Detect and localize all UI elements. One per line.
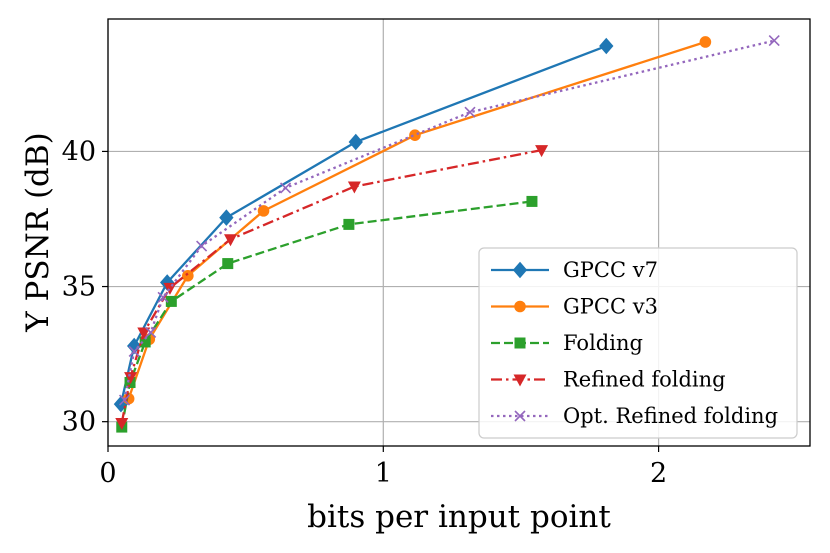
y-tick-label: 35: [62, 272, 96, 303]
data-point: [348, 133, 363, 151]
series-line: [120, 200, 533, 428]
data-point: [182, 269, 194, 282]
data-point-stroke: [157, 291, 169, 303]
data-point-stroke: [768, 35, 780, 47]
data-point: [526, 195, 538, 207]
data-point: [347, 181, 361, 194]
data-point-stroke: [128, 345, 140, 357]
data-point: [126, 337, 142, 355]
data-point: [157, 291, 169, 303]
data-point: [219, 209, 234, 226]
data-point: [128, 345, 140, 357]
plot-frame: [107, 18, 811, 447]
data-point: [196, 240, 208, 252]
legend-entry: GPCC v3: [491, 295, 658, 319]
x-tick-label: 0: [99, 458, 116, 489]
x-axis-label: bits per input point: [307, 499, 611, 535]
series-opt-refined-folding: [118, 35, 780, 406]
legend-marker: [514, 300, 526, 313]
legend-entry: Folding: [491, 331, 643, 355]
data-point-stroke: [196, 240, 208, 252]
data-point: [118, 394, 131, 406]
data-point-stroke: [145, 326, 157, 339]
y-axis-label: Y PSNR (dB): [20, 132, 56, 333]
legend-box: [478, 247, 798, 439]
legend-entry: GPCC v7: [491, 258, 658, 282]
legend-marker: [514, 337, 526, 349]
y-tick-label: 30: [62, 407, 96, 438]
data-point: [535, 145, 549, 158]
x-tick-label: 1: [375, 458, 392, 489]
x-tick-label: 2: [650, 458, 667, 489]
data-point: [699, 36, 712, 48]
data-point: [464, 106, 476, 118]
legend-label: Refined folding: [563, 368, 726, 392]
data-point: [163, 282, 177, 295]
data-point: [224, 234, 238, 247]
data-point: [768, 35, 780, 47]
data-point: [165, 295, 177, 307]
data-point: [145, 326, 157, 339]
series-refined-folding: [115, 145, 549, 431]
legend-entry: Refined folding: [491, 368, 726, 392]
series-layer: [113, 35, 780, 433]
legend-label: GPCC v3: [563, 295, 658, 319]
data-point: [222, 258, 234, 270]
legend-label: GPCC v7: [563, 258, 658, 282]
legend-marker: [514, 410, 526, 422]
series-folding: [116, 195, 538, 433]
data-point: [115, 418, 129, 431]
legend: GPCC v7 GPCC v3 Folding Refined folding Opt.…: [478, 247, 798, 439]
legend-marker: [513, 374, 527, 387]
data-point: [137, 327, 151, 340]
data-point-stroke: [118, 394, 131, 406]
legend-entry: Opt. Refined folding: [491, 404, 778, 428]
data-point: [139, 336, 151, 348]
data-point: [409, 129, 421, 142]
legend-marker-stroke: [514, 410, 526, 422]
data-point-stroke: [279, 182, 292, 194]
data-point: [279, 182, 292, 194]
y-tick-label: 40: [62, 136, 96, 167]
data-point: [343, 218, 355, 230]
data-point: [124, 372, 138, 385]
data-point: [257, 205, 270, 217]
legend-marker: [512, 261, 528, 279]
series-line: [123, 39, 775, 401]
legend-label: Opt. Refined folding: [563, 404, 778, 428]
tick-layer: 0 1 2 30 35 40: [62, 136, 668, 489]
legend-label: Folding: [563, 331, 643, 355]
data-point-stroke: [464, 106, 476, 118]
data-point: [599, 37, 614, 55]
